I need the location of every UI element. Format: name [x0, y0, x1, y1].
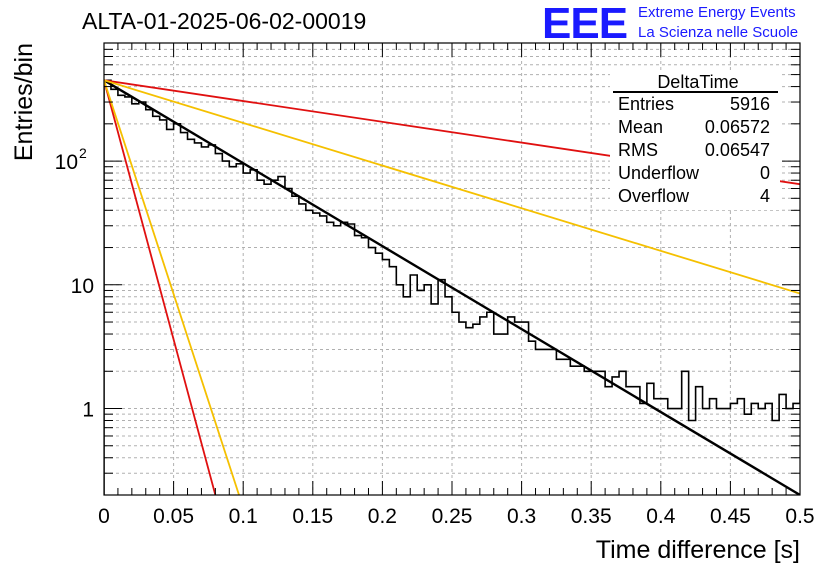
y-tick-label: 10 2 [55, 145, 87, 174]
stats-value: 0.06572 [705, 117, 770, 137]
x-tick-label: 0.4 [646, 505, 676, 528]
logo-text: EEE [542, 0, 628, 48]
x-tick-label: 0.5 [785, 505, 814, 528]
logo-line-2: La Scienza nelle Scuole [638, 24, 799, 41]
stats-label: Underflow [618, 163, 700, 183]
y-tick-label-base: 10 [55, 151, 78, 174]
series-line [104, 79, 800, 295]
stats-label: RMS [618, 140, 658, 160]
histogram [104, 79, 800, 495]
stats-value: 4 [760, 186, 770, 206]
x-axis-ticks [103, 43, 801, 495]
x-axis-label: Time difference [s] [596, 536, 800, 564]
x-tick-label: 0 [98, 505, 110, 528]
stats-label: Entries [618, 94, 674, 114]
y-axis-ticks [104, 42, 800, 496]
y-tick-label: 10 [71, 275, 94, 298]
x-tick-label: 0.3 [507, 505, 536, 528]
series-line [104, 80, 217, 495]
x-tick-label: 0.05 [153, 505, 194, 528]
x-tick-label: 0.2 [368, 505, 397, 528]
stats-label: Mean [618, 117, 663, 137]
x-tick-label: 0.45 [710, 505, 751, 528]
stats-box-bg [610, 70, 780, 210]
stats-value: 5916 [730, 94, 770, 114]
stats-box-title: DeltaTime [657, 72, 738, 92]
x-tick-label: 0.1 [229, 505, 258, 528]
x-tick-label: 0.35 [571, 505, 612, 528]
x-tick-label: 0.25 [432, 505, 473, 528]
y-axis-label: Entries/bin [10, 43, 38, 161]
stats-value: 0.06547 [705, 140, 770, 160]
series-line [104, 79, 240, 495]
stats-value: 0 [760, 163, 770, 183]
logo-line-1: Extreme Energy Events [638, 4, 796, 21]
series-line [104, 79, 800, 495]
x-tick-label: 0.15 [292, 505, 333, 528]
y-tick-label: 1 [82, 399, 94, 422]
chart-title: ALTA-01-2025-06-02-00019 [82, 8, 367, 34]
stats-label: Overflow [618, 186, 690, 206]
y-tick-label-exp: 2 [79, 145, 87, 161]
